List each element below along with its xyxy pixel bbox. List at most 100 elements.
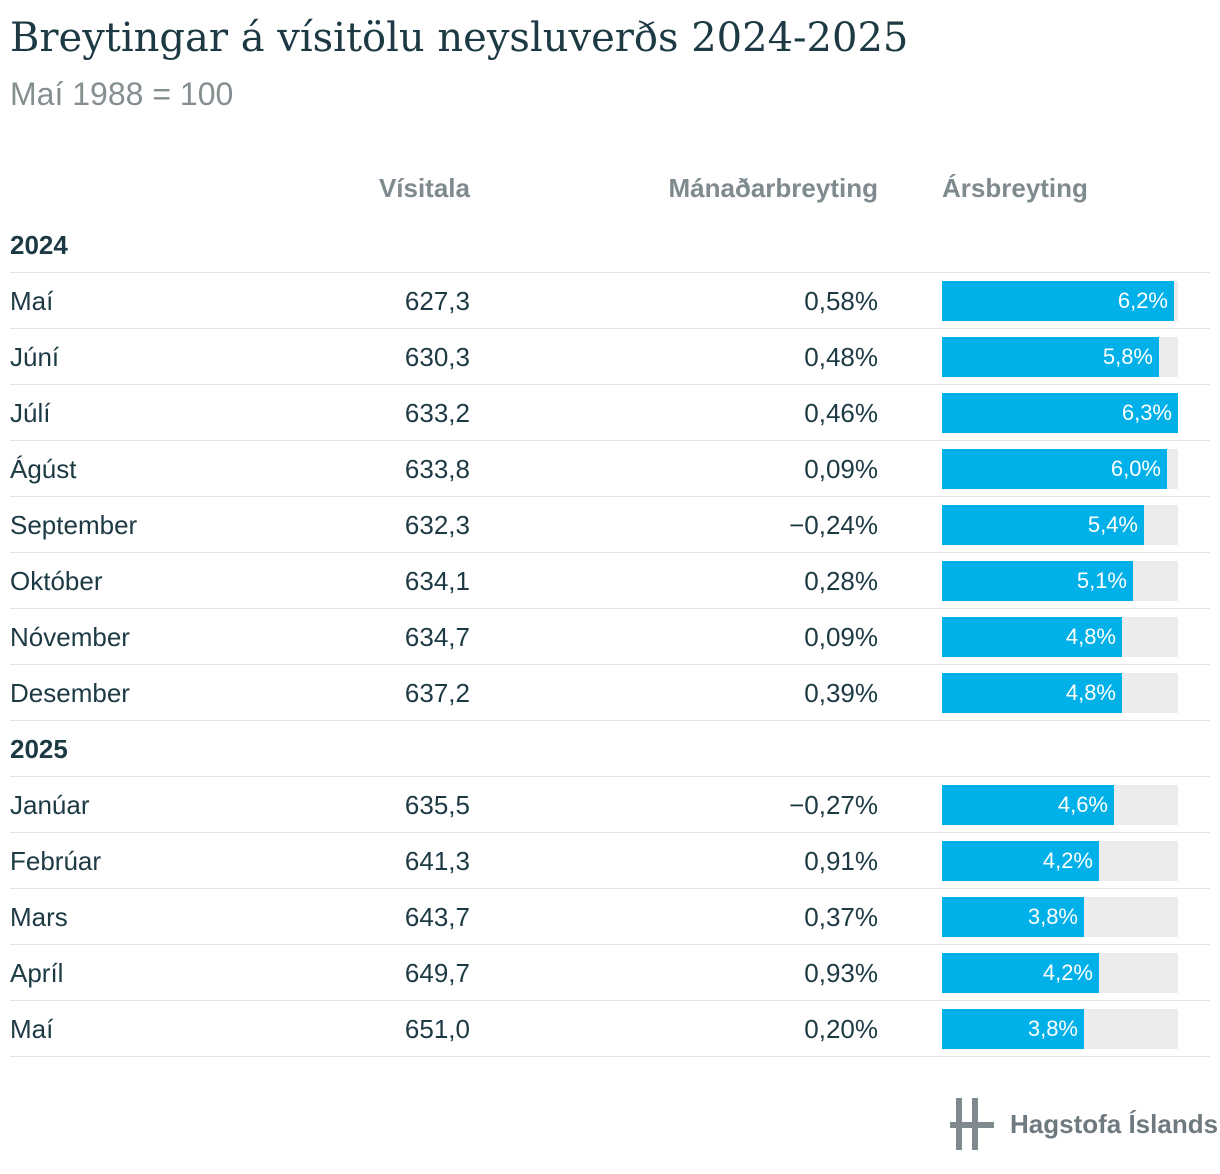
table-row: Maí 651,0 0,20% 3,8%: [10, 1001, 1210, 1057]
year-change-bar-track: 4,2%: [942, 841, 1178, 881]
year-change-bar: 4,2%: [942, 953, 1099, 993]
column-header-index: Vísitala: [378, 173, 470, 203]
table-row: Júlí 633,2 0,46% 6,3%: [10, 385, 1210, 441]
year-label: 2025: [10, 734, 68, 764]
year-change-bar-track: 6,2%: [942, 281, 1178, 321]
year-change-bar-track: 4,8%: [942, 617, 1178, 657]
year-change-label: 4,2%: [1042, 848, 1093, 873]
month-name: Ágúst: [10, 454, 77, 484]
year-change-bar: 5,1%: [942, 561, 1133, 601]
month-change-value: 0,39%: [804, 678, 878, 708]
index-value: 634,7: [404, 622, 470, 652]
month-change-value: −0,24%: [789, 510, 878, 540]
month-name: Nóvember: [10, 622, 130, 652]
index-value: 627,3: [404, 286, 470, 316]
month-change-value: 0,58%: [804, 286, 878, 316]
year-change-label: 6,0%: [1110, 456, 1161, 481]
index-value: 630,3: [404, 342, 470, 372]
month-name: Júlí: [10, 398, 51, 428]
month-name: Desember: [10, 678, 130, 708]
month-name: September: [10, 510, 138, 540]
table-row: Nóvember 634,7 0,09% 4,8%: [10, 609, 1210, 665]
month-change-value: 0,48%: [804, 342, 878, 372]
index-value: 634,1: [404, 566, 470, 596]
column-header-year-change: Ársbreyting: [942, 173, 1088, 203]
index-value: 633,2: [404, 398, 470, 428]
year-change-bar: 4,6%: [942, 785, 1114, 825]
year-change-bar: 3,8%: [942, 1009, 1084, 1049]
index-value: 649,7: [404, 958, 470, 988]
month-name: Júní: [10, 342, 60, 372]
table-row: Apríl 649,7 0,93% 4,2%: [10, 945, 1210, 1001]
index-value: 637,2: [404, 678, 470, 708]
year-change-label: 4,8%: [1065, 624, 1116, 649]
year-change-bar: 3,8%: [942, 897, 1084, 937]
table-row: Mars 643,7 0,37% 3,8%: [10, 889, 1210, 945]
year-change-label: 5,4%: [1087, 512, 1138, 537]
table-row: Janúar 635,5 −0,27% 4,6%: [10, 777, 1210, 833]
year-change-bar: 4,2%: [942, 841, 1099, 881]
month-change-value: 0,37%: [804, 902, 878, 932]
table-row: Febrúar 641,3 0,91% 4,2%: [10, 833, 1210, 889]
year-change-label: 3,8%: [1027, 904, 1078, 929]
month-change-value: 0,91%: [804, 846, 878, 876]
year-change-bar: 4,8%: [942, 617, 1122, 657]
index-value: 633,8: [404, 454, 470, 484]
year-change-bar: 6,3%: [942, 393, 1178, 433]
hagstofa-logo-icon: [950, 1098, 994, 1150]
year-change-bar: 5,4%: [942, 505, 1144, 545]
table-row: September 632,3 −0,24% 5,4%: [10, 497, 1210, 553]
year-change-label: 4,8%: [1065, 680, 1116, 705]
month-name: Október: [10, 566, 103, 596]
year-change-bar-track: 5,4%: [942, 505, 1178, 545]
month-name: Maí: [10, 286, 54, 316]
chart-title: Breytingar á vísitölu neysluverðs 2024-2…: [10, 15, 909, 61]
table-row: Ágúst 633,8 0,09% 6,0%: [10, 441, 1210, 497]
year-change-bar-track: 6,3%: [942, 393, 1178, 433]
month-name: Janúar: [10, 790, 90, 820]
year-change-bar-track: 3,8%: [942, 1009, 1178, 1049]
table-row: Desember 637,2 0,39% 4,8%: [10, 665, 1210, 721]
month-name: Febrúar: [10, 846, 102, 876]
chart-subtitle: Maí 1988 = 100: [10, 76, 234, 112]
year-change-bar-track: 4,2%: [942, 953, 1178, 993]
data-table: 2024 Maí 627,3 0,58% 6,2% Júní 630,3 0,48% 5,8% J…: [10, 217, 1210, 1057]
month-change-value: 0,28%: [804, 566, 878, 596]
month-change-value: 0,20%: [804, 1014, 878, 1044]
column-header-month-change: Mánaðarbreyting: [668, 173, 879, 203]
table-row: Maí 627,3 0,58% 6,2%: [10, 273, 1210, 329]
year-change-label: 5,8%: [1102, 344, 1153, 369]
year-change-label: 5,1%: [1076, 568, 1127, 593]
month-name: Apríl: [10, 958, 64, 988]
year-change-bar: 6,0%: [942, 449, 1167, 489]
year-change-bar: 4,8%: [942, 673, 1122, 713]
index-value: 632,3: [404, 510, 470, 540]
month-change-value: −0,27%: [789, 790, 878, 820]
year-change-label: 6,3%: [1121, 400, 1172, 425]
year-label: 2024: [10, 230, 68, 260]
index-value: 651,0: [404, 1014, 470, 1044]
year-change-label: 4,2%: [1042, 960, 1093, 985]
table-row: Október 634,1 0,28% 5,1%: [10, 553, 1210, 609]
year-group-header: 2024: [10, 217, 1210, 273]
year-change-label: 6,2%: [1117, 288, 1168, 313]
hagstofa-logo: Hagstofa Íslands: [950, 1096, 1218, 1152]
month-change-value: 0,09%: [804, 622, 878, 652]
year-change-bar-track: 5,8%: [942, 337, 1178, 377]
year-change-bar-track: 4,8%: [942, 673, 1178, 713]
year-change-label: 4,6%: [1057, 792, 1108, 817]
table-row: Júní 630,3 0,48% 5,8%: [10, 329, 1210, 385]
month-change-value: 0,09%: [804, 454, 878, 484]
month-change-value: 0,93%: [804, 958, 878, 988]
index-value: 641,3: [404, 846, 470, 876]
month-name: Mars: [10, 902, 68, 932]
month-name: Maí: [10, 1014, 54, 1044]
year-change-bar: 5,8%: [942, 337, 1159, 377]
year-change-label: 3,8%: [1027, 1016, 1078, 1041]
year-change-bar-track: 5,1%: [942, 561, 1178, 601]
index-value: 635,5: [404, 790, 470, 820]
year-change-bar: 6,2%: [942, 281, 1174, 321]
year-change-bar-track: 4,6%: [942, 785, 1178, 825]
month-change-value: 0,46%: [804, 398, 878, 428]
year-change-bar-track: 6,0%: [942, 449, 1178, 489]
